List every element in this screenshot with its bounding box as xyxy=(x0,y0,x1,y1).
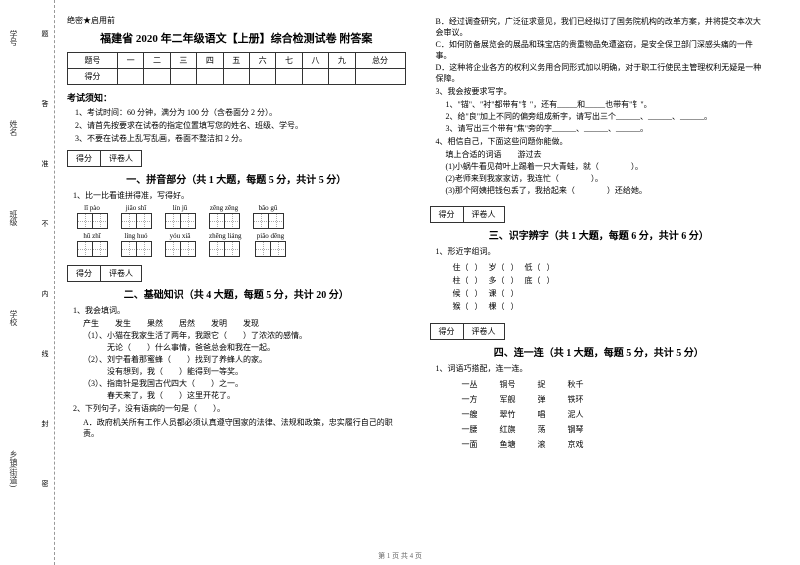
right-column: B．经过调查研究，广泛征求意见，我们已经拟订了国务院机构的改革方案，并将提交本次… xyxy=(418,15,781,540)
side-mark: 准 xyxy=(40,160,50,167)
score-grader-box: 得分评卷人 xyxy=(67,265,142,282)
pinyin-row-2: hū zhī líng huó yóu xiǎ zhēng liáng piǎo… xyxy=(77,232,406,257)
notice-item: 1、考试时间：60 分钟，满分为 100 分（含卷面分 2 分）。 xyxy=(75,107,406,118)
q-item: (1)小蜗牛看见荷叶上踢着一只大青蛙，就（ ）。 xyxy=(446,161,769,172)
left-column: 绝密★启用前 福建省 2020 年二年级语文【上册】综合检测试卷 附答案 题号 … xyxy=(55,15,418,540)
q2-1-words: 产生 发生 果然 居然 发明 发现 xyxy=(83,318,406,329)
exam-title: 福建省 2020 年二年级语文【上册】综合检测试卷 附答案 xyxy=(67,30,406,46)
q-item: 无论（ ）什么事情，爸爸总会和我在一起。 xyxy=(83,342,406,353)
side-mark: 封 xyxy=(40,420,50,427)
q2-2a: A．政府机关所有工作人员都必须认真遵守国家的法律、法规和政策，忠实履行自己的职责… xyxy=(83,417,406,439)
q2-4: 4、相信自己，下面这些问题你能做。 xyxy=(436,136,769,147)
grader-label: 评卷人 xyxy=(101,151,141,166)
score-grader-box: 得分评卷人 xyxy=(430,206,505,223)
pinyin-item: zēng zēng xyxy=(209,204,239,229)
page-footer: 第 1 页 共 4 页 xyxy=(0,551,800,561)
binding-label: 学校 xyxy=(8,310,19,326)
score-label: 得分 xyxy=(68,151,101,166)
notice-item: 3、不要在试卷上乱写乱画，卷面不整洁扣 2 分。 xyxy=(75,133,406,144)
q-item: (2)老师来到我家家访，我连忙（ ）。 xyxy=(446,173,769,184)
pinyin-item: líng huó xyxy=(121,232,151,257)
notice-item: 2、请首先按要求在试卷的指定位置填写您的姓名、班级、学号。 xyxy=(75,120,406,131)
q1: 1、比一比看谁拼得准，写得好。 xyxy=(73,190,406,201)
th: 题号 xyxy=(68,53,118,69)
char-table: 住（）岁（）低（） 柱（）多（）底（） 候（）课（） 猴（）棵（） xyxy=(450,261,558,313)
binding-label: 班级 xyxy=(8,210,19,226)
match-table: 一丛铜号捉秋千 一方军舰弹铁环 一艘翠竹唱泥人 一腰红旗荡钢琴 一面鱼塘滚京戏 xyxy=(450,376,596,453)
q2-3: 3、我会按要求写字。 xyxy=(436,86,769,97)
section-3-title: 三、识字辨字（共 1 大题，每题 6 分，共计 6 分） xyxy=(430,227,769,242)
q-item: 春天来了，我（ ）这里开花了。 xyxy=(83,390,406,401)
confidential-label: 绝密★启用前 xyxy=(67,15,406,26)
q-item: （2）、刘宁看着那蜜蜂（ ）找到了养蜂人的家。 xyxy=(83,354,406,365)
pinyin-item: jiǎo shī xyxy=(121,204,151,229)
score-grader-box: 得分评卷人 xyxy=(67,150,142,167)
binding-label: 姓名 xyxy=(8,120,19,136)
row-label: 得分 xyxy=(68,69,118,85)
side-mark: 不 xyxy=(40,220,50,227)
th: 四 xyxy=(197,53,223,69)
q2-2b: B．经过调查研究，广泛征求意见，我们已经拟订了国务院机构的改革方案，并将提交本次… xyxy=(436,16,769,38)
th: 五 xyxy=(223,53,249,69)
q-item: 没有想到，我（ ）能得到一等奖。 xyxy=(83,366,406,377)
score-table: 题号 一 二 三 四 五 六 七 八 九 总分 得分 xyxy=(67,52,406,85)
side-mark: 线 xyxy=(40,350,50,357)
q4-1: 1、词语巧搭配，连一连。 xyxy=(436,363,769,374)
q-item: （3）、指南针是我国古代四大（ ）之一。 xyxy=(83,378,406,389)
q2-1: 1、我会填词。 xyxy=(73,305,406,316)
pinyin-item: lǐ pào xyxy=(77,204,107,229)
th: 三 xyxy=(170,53,196,69)
pinyin-item: piǎo dēng xyxy=(255,232,285,257)
q-item: 3、请写出三个带有"焦"旁的字______、______、______。 xyxy=(446,123,769,134)
pinyin-row-1: lǐ pào jiǎo shī lín jū zēng zēng bǎo gǔ xyxy=(77,204,406,229)
th: 总分 xyxy=(355,53,405,69)
th: 八 xyxy=(302,53,328,69)
notice-title: 考试须知： xyxy=(67,91,406,104)
q-item: （1）、小猫在我家生活了两年，我跟它（ ）了浓浓的感情。 xyxy=(83,330,406,341)
scorebox-row: 得分评卷人 xyxy=(430,206,769,223)
page-content: 绝密★启用前 福建省 2020 年二年级语文【上册】综合检测试卷 附答案 题号 … xyxy=(0,0,800,565)
section-4-title: 四、连一连（共 1 大题，每题 5 分，共计 5 分） xyxy=(430,344,769,359)
q2-2: 2、下列句子，没有语病的一句是（ ）。 xyxy=(73,403,406,414)
binding-label: 乡镇(街道) xyxy=(8,450,19,487)
th: 一 xyxy=(117,53,143,69)
binding-label: 学号 xyxy=(8,30,19,46)
q-item: 2、给"良"加上不同的偏旁组成新字，请写出三个______、______、___… xyxy=(446,111,769,122)
pinyin-item: lín jū xyxy=(165,204,195,229)
scorebox-row: 得分评卷人 xyxy=(430,323,769,340)
scorebox-row: 得分评卷人 xyxy=(67,265,406,282)
score-grader-box: 得分评卷人 xyxy=(430,323,505,340)
q3-1: 1、形近字组词。 xyxy=(436,246,769,257)
pinyin-item: bǎo gǔ xyxy=(253,204,283,229)
q-item: 1、"锚"、"衬"都带有"钅"，还有_____和_____也带有"钅"。 xyxy=(446,99,769,110)
pinyin-item: hū zhī xyxy=(77,232,107,257)
section-1-title: 一、拼音部分（共 1 大题，每题 5 分，共计 5 分） xyxy=(67,171,406,186)
q2-2d: D．这种将企业各方的权利义务用合同形式加以明确，对于职工行使民主管理权利无疑是一… xyxy=(436,62,769,84)
side-mark: 密 xyxy=(40,480,50,487)
side-mark: 内 xyxy=(40,290,50,297)
binding-margin: 学号 姓名 班级 学校 乡镇(街道) 题 答 准 不 内 线 封 密 xyxy=(0,0,55,565)
q2-2c: C．如何防备展览会的展品和珠宝店的贵重物品免遭盗窃，是安全保卫部门深感头痛的一件… xyxy=(436,39,769,61)
th: 六 xyxy=(249,53,275,69)
side-mark: 答 xyxy=(40,100,50,107)
pinyin-item: yóu xiǎ xyxy=(165,232,195,257)
q2-4-sub: 填上合适的词语 游过去 xyxy=(446,149,769,160)
section-2-title: 二、基础知识（共 4 大题，每题 5 分，共计 20 分） xyxy=(67,286,406,301)
th: 九 xyxy=(329,53,355,69)
th: 二 xyxy=(144,53,170,69)
scorebox-row: 得分评卷人 xyxy=(67,150,406,167)
th: 七 xyxy=(276,53,302,69)
pinyin-item: zhēng liáng xyxy=(209,232,241,257)
q-item: (3)那个阿姨把钱包丢了，我拾起来（ ）还给她。 xyxy=(446,185,769,196)
side-mark: 题 xyxy=(40,30,50,37)
